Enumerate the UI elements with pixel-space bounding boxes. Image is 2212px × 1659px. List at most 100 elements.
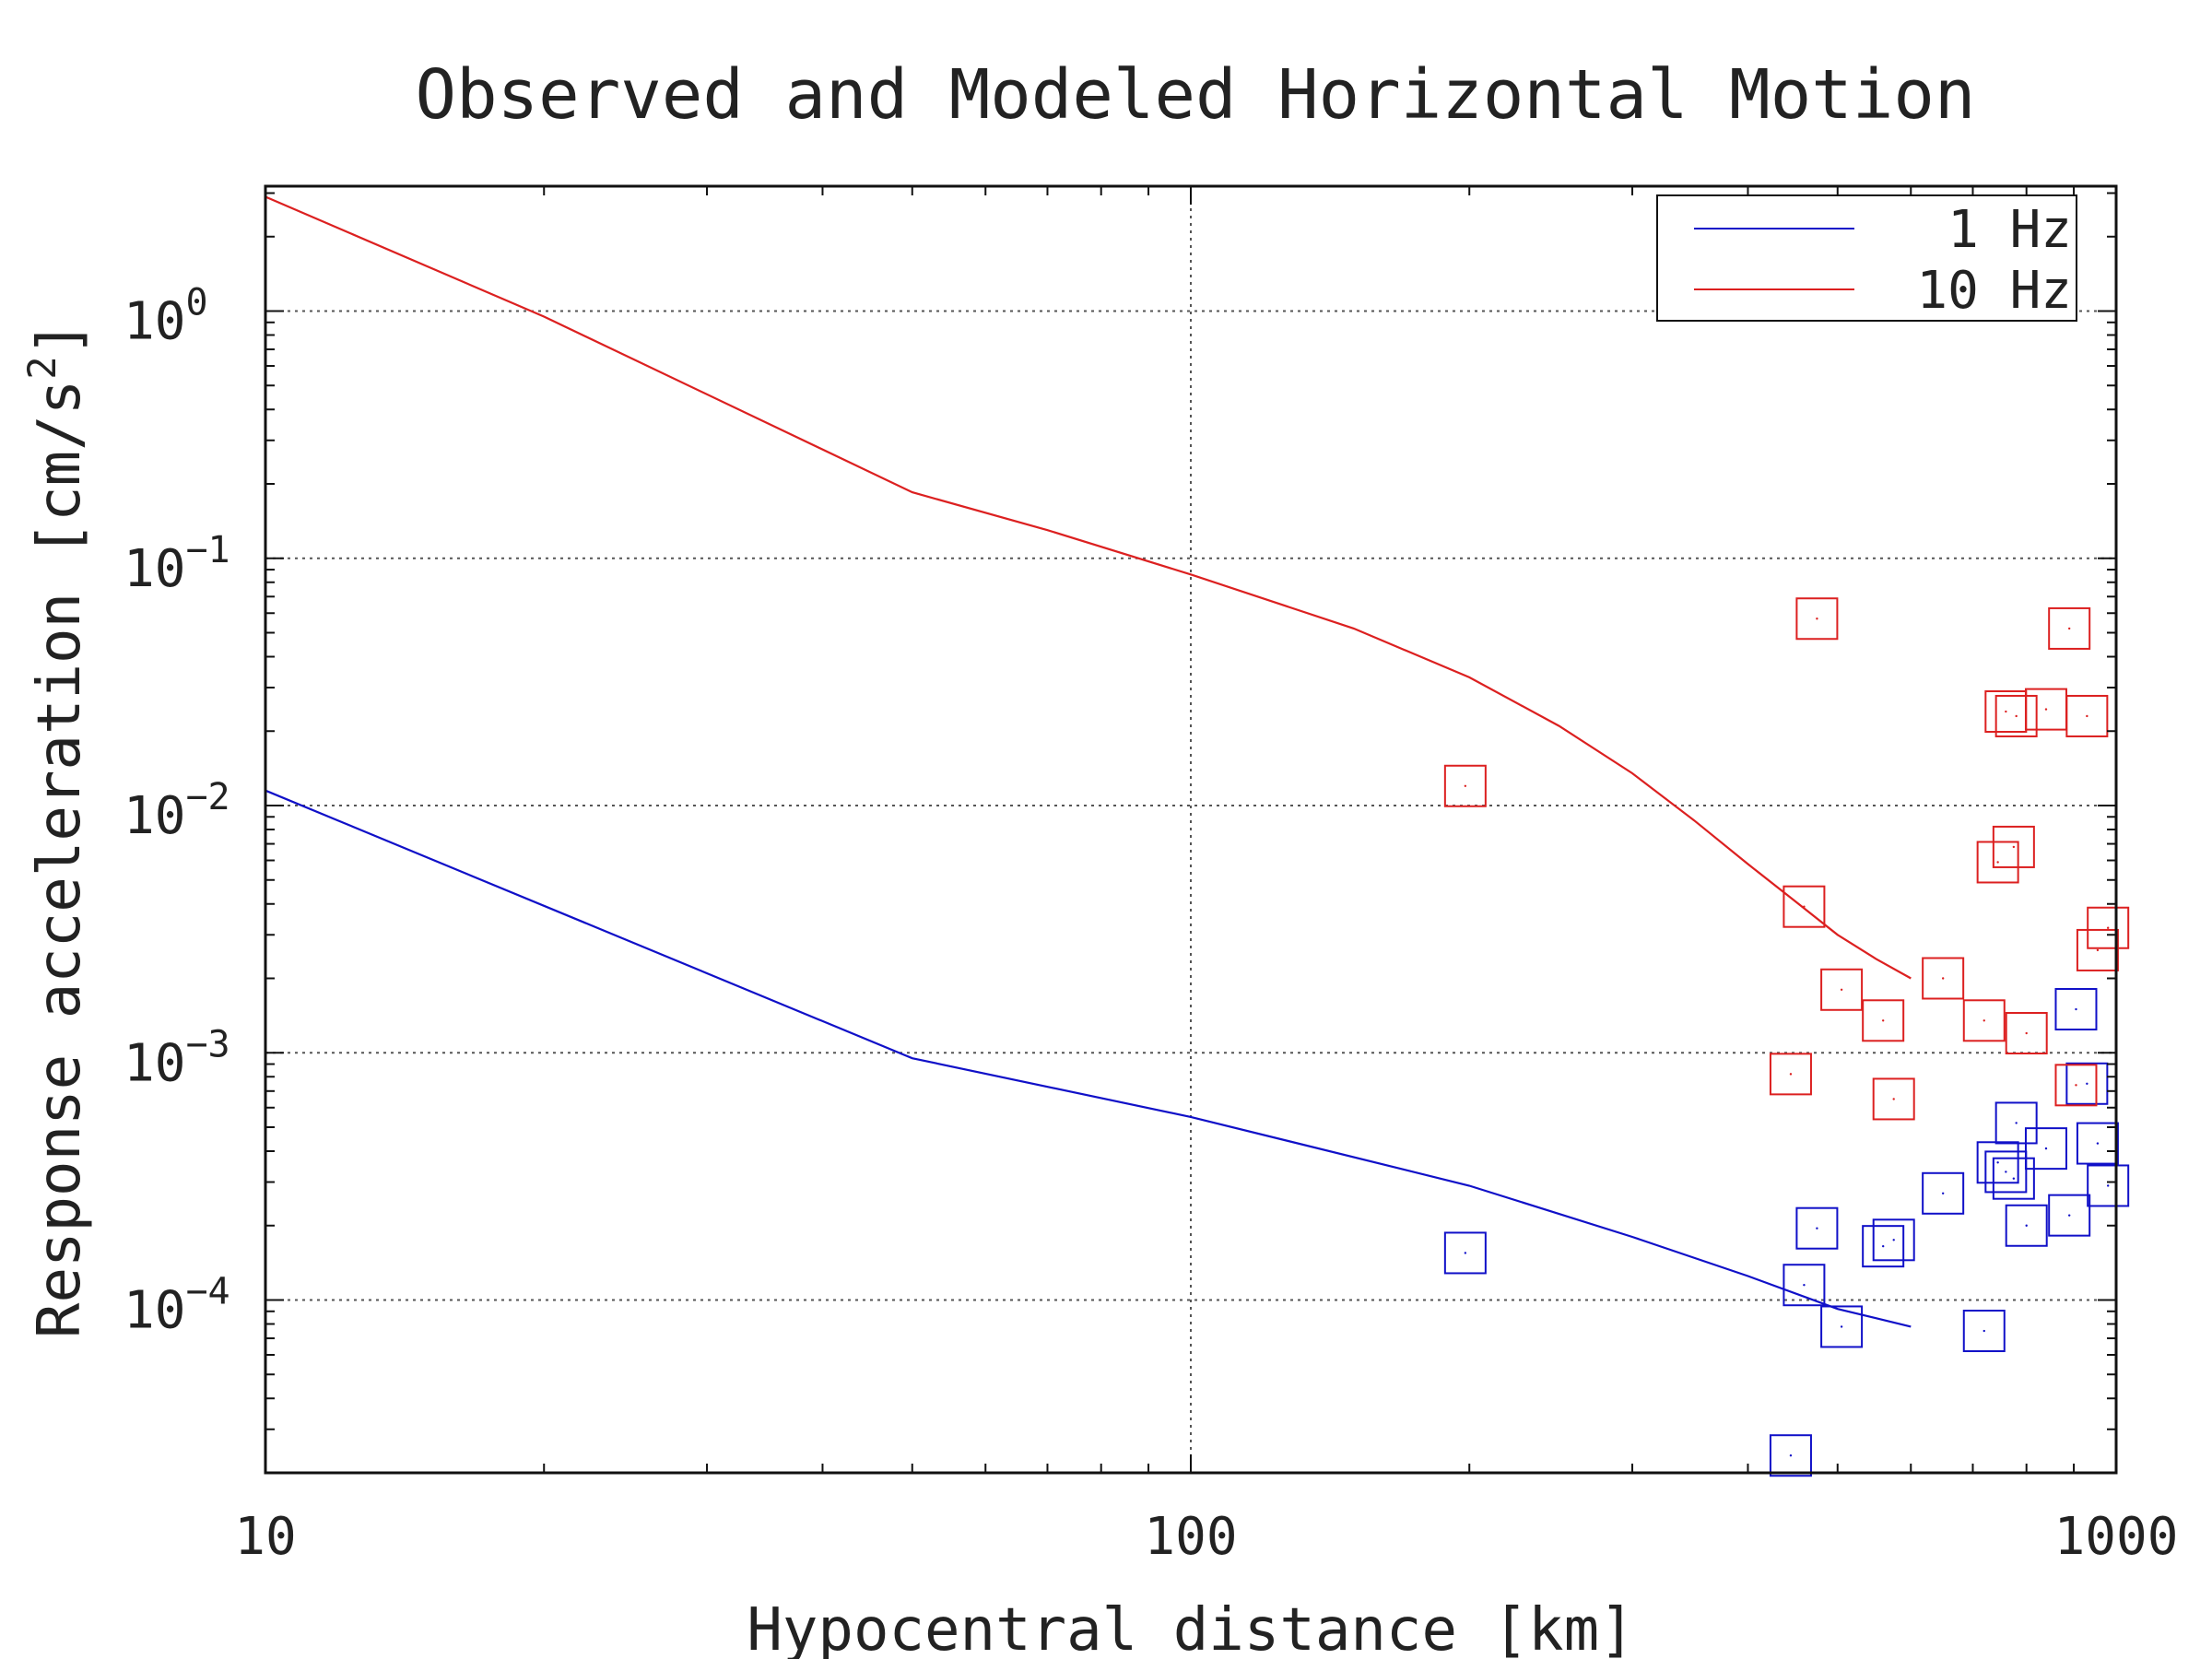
observed-point-center-0 <box>1464 1252 1467 1254</box>
observed-point-center-1 <box>2067 627 2071 630</box>
observed-point-center-1 <box>2025 1031 2028 1035</box>
observed-point-1 <box>2005 1012 2048 1055</box>
y-tick-exponent: 0 <box>185 282 207 324</box>
grid <box>265 186 2116 1473</box>
observed-point-0 <box>1984 1150 2028 1194</box>
observed-point-0 <box>2024 1127 2067 1171</box>
y-axis-label-text: Response acceleration [cm/s <box>26 380 94 1338</box>
observed-point-center-0 <box>1996 1161 1999 1164</box>
observed-point-1 <box>2076 928 2119 971</box>
observed-point-0 <box>1962 1310 2006 1353</box>
y-tick-label: 10−1 <box>124 529 230 599</box>
observed-point-0 <box>2087 1164 2130 1207</box>
observed-point-center-0 <box>2005 1171 2007 1173</box>
observed-point-0 <box>1443 1231 1487 1275</box>
observed-point-0 <box>1862 1225 1905 1268</box>
observed-point-center-1 <box>1816 618 1818 620</box>
observed-point-0 <box>2054 988 2098 1031</box>
observed-point-center-1 <box>1941 977 1945 980</box>
observed-point-1 <box>1994 694 2038 737</box>
observed-point-center-0 <box>1881 1244 1885 1248</box>
observed-point-center-0 <box>1816 1227 1818 1230</box>
x-tick-labels: 10 100 1000 <box>234 1507 2178 1567</box>
observed-point-center-1 <box>2075 1084 2077 1087</box>
observed-point-center-1 <box>2005 710 2007 713</box>
observed-point-center-1 <box>1803 905 1806 908</box>
observed-point-center-1 <box>2086 714 2088 718</box>
observed-point-0 <box>2005 1204 2048 1247</box>
observed-point-center-1 <box>2106 926 2110 929</box>
observed-point-center-1 <box>2012 845 2016 849</box>
observed-point-1 <box>1769 1053 1812 1096</box>
observed-point-1 <box>1443 764 1487 807</box>
observed-point-0 <box>2076 1122 2119 1165</box>
y-tick-base: 10 <box>124 786 185 846</box>
observed-point-center-1 <box>1840 988 1843 991</box>
y-axis-label-suffix: ] <box>26 321 94 357</box>
y-tick-base: 10 <box>124 539 185 599</box>
x-tick-label: 10 <box>234 1507 296 1567</box>
observed-point-0 <box>1783 1264 1826 1307</box>
observed-point-center-1 <box>1983 1019 1985 1022</box>
y-tick-label: 10−4 <box>124 1271 230 1341</box>
observed-point-center-0 <box>1983 1329 1985 1333</box>
observed-point-center-0 <box>2096 1142 2100 1145</box>
observed-point-center-0 <box>2067 1214 2071 1217</box>
observed-point-1 <box>1976 841 2019 884</box>
observed-point-center-0 <box>2086 1082 2088 1085</box>
y-tick-label: 10−3 <box>124 1023 230 1093</box>
observed-point-1 <box>1820 968 1864 1011</box>
observed-point-0 <box>1795 1206 1839 1250</box>
observed-point-1 <box>1872 1077 1915 1121</box>
legend-label-10hz: 10 Hz <box>1916 261 2072 321</box>
observed-point-center-0 <box>2015 1122 2018 1124</box>
legend: 1 Hz 10 Hz <box>1656 194 2077 322</box>
y-tick-exponent: −1 <box>185 529 229 571</box>
observed-point-center-1 <box>1464 784 1467 787</box>
y-tick-label: 10−2 <box>124 776 230 846</box>
chart-title: Observed and Modeled Horizontal Motion <box>416 55 1976 135</box>
y-tick-exponent: −4 <box>185 1271 229 1313</box>
observed-point-center-0 <box>1892 1239 1895 1241</box>
model-line-0 <box>265 789 1912 1328</box>
observed-point-1 <box>2065 694 2109 737</box>
observed-point-1 <box>1783 885 1826 928</box>
x-tick-label: 100 <box>1144 1507 1237 1567</box>
legend-label-1hz: 1 Hz <box>1947 200 2072 260</box>
plot-data <box>265 195 2130 1477</box>
observed-point-0 <box>1872 1218 1915 1262</box>
observed-point-center-1 <box>2044 708 2048 711</box>
observed-point-center-0 <box>1941 1192 1945 1194</box>
observed-point-1 <box>1922 957 1965 1000</box>
observed-point-1 <box>2087 906 2130 949</box>
observed-point-0 <box>1994 1101 2038 1145</box>
observed-point-center-1 <box>2015 714 2018 718</box>
observed-point-0 <box>1820 1305 1864 1348</box>
y-tick-label: 100 <box>124 282 208 352</box>
observed-point-1 <box>2048 606 2091 650</box>
observed-point-center-1 <box>1892 1098 1895 1100</box>
observed-point-0 <box>2048 1194 2091 1237</box>
observed-point-center-1 <box>1881 1019 1885 1022</box>
y-tick-exponent: −3 <box>185 1023 229 1065</box>
observed-point-0 <box>1976 1141 2019 1184</box>
observed-point-0 <box>2065 1062 2109 1105</box>
observed-point-0 <box>1992 1157 2035 1200</box>
y-tick-base: 10 <box>124 1281 185 1341</box>
observed-point-center-0 <box>2075 1007 2077 1011</box>
observed-point-1 <box>1992 825 2035 868</box>
observed-point-center-0 <box>2012 1177 2016 1180</box>
observed-point-1 <box>1962 999 2006 1042</box>
observed-point-0 <box>1922 1171 1965 1215</box>
observed-point-0 <box>1769 1434 1812 1477</box>
ticks <box>265 186 2116 1474</box>
y-tick-base: 10 <box>124 1033 185 1093</box>
legend-box <box>1656 194 2077 322</box>
y-tick-exponent: −2 <box>185 776 229 818</box>
observed-point-center-0 <box>1803 1284 1806 1287</box>
observed-point-center-0 <box>1789 1454 1793 1457</box>
observed-point-1 <box>1795 597 1839 641</box>
observed-point-center-0 <box>2025 1224 2028 1227</box>
x-tick-label: 1000 <box>2054 1507 2179 1567</box>
